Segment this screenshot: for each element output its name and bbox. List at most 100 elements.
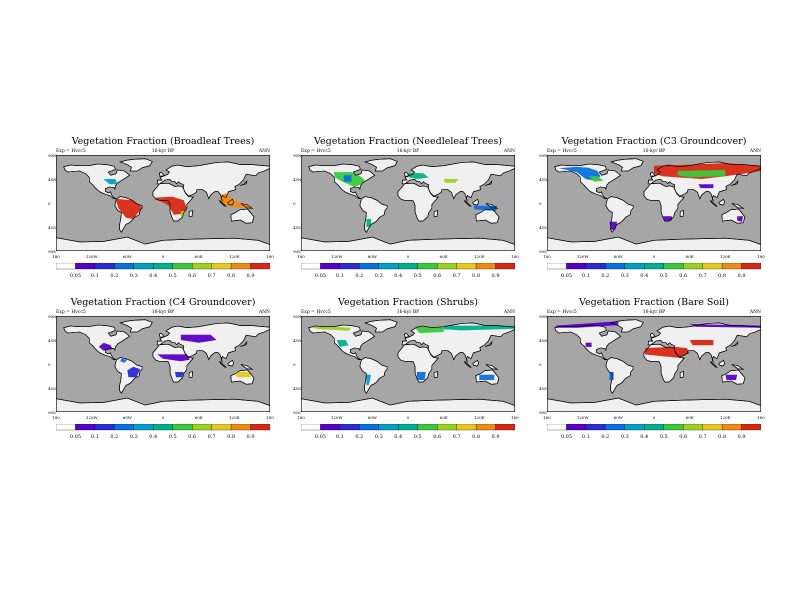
lon-label: 180 bbox=[266, 415, 274, 420]
coastline bbox=[227, 198, 235, 206]
colorbar-swatch bbox=[230, 263, 251, 270]
lon-label: 60E bbox=[439, 254, 448, 259]
coastline bbox=[485, 364, 499, 370]
colorbar-label: 0.4 bbox=[640, 434, 649, 440]
coastline bbox=[718, 359, 726, 367]
lon-label: 180 bbox=[297, 415, 305, 420]
colorbar-swatch bbox=[663, 424, 684, 431]
colorbar-swatch bbox=[339, 263, 360, 270]
colorbar-label: 0.3 bbox=[620, 434, 629, 440]
coastline bbox=[397, 343, 439, 383]
lon-label: 120E bbox=[474, 415, 485, 420]
season-label: ANN bbox=[503, 310, 515, 315]
coastline bbox=[188, 210, 194, 217]
map-panel-c4: Vegetation Fraction (C4 Groundcover) Exp … bbox=[48, 297, 274, 458]
lon-label: 60E bbox=[194, 254, 203, 259]
lon-label: 0 bbox=[161, 415, 165, 420]
colorbar-swatch bbox=[359, 263, 379, 270]
colorbar-swatch bbox=[566, 263, 587, 270]
vegetation-patch bbox=[585, 342, 592, 347]
coastline bbox=[475, 208, 500, 224]
panel-title: Vegetation Fraction (Needleleaf Trees) bbox=[314, 136, 502, 147]
lon-label: 0 bbox=[161, 254, 165, 259]
coastline bbox=[605, 357, 634, 394]
colorbar bbox=[301, 424, 515, 431]
map-frame bbox=[547, 316, 761, 412]
coastline bbox=[610, 158, 644, 172]
coastline bbox=[731, 364, 745, 370]
colorbar-swatch bbox=[133, 424, 154, 431]
vegetation-patch bbox=[473, 205, 498, 211]
colorbar-label: 0.05 bbox=[560, 434, 573, 440]
colorbar-label: 0.05 bbox=[314, 273, 327, 279]
lat-label: 45N bbox=[48, 177, 57, 182]
colorbar-label: 0.9 bbox=[737, 273, 746, 279]
colorbar bbox=[301, 263, 515, 270]
colorbar-swatch bbox=[339, 424, 360, 431]
period-label: 16-kyr BP bbox=[642, 310, 666, 315]
lat-label: 90S bbox=[539, 410, 547, 415]
coastline bbox=[679, 210, 685, 217]
colorbar-swatch bbox=[683, 263, 703, 270]
vegetation-patch bbox=[443, 325, 515, 331]
colorbar-label: 0.6 bbox=[433, 273, 442, 279]
lat-label: 0 bbox=[539, 201, 542, 206]
lat-label: 45S bbox=[293, 386, 301, 391]
experiment-label: Exp = Hvcc5 bbox=[56, 310, 86, 315]
coastline bbox=[485, 203, 499, 209]
map-frame bbox=[547, 155, 761, 251]
coastline bbox=[156, 322, 270, 363]
colorbar-swatch bbox=[585, 424, 606, 431]
vegetation-patch bbox=[366, 374, 372, 386]
vegetation-patch bbox=[588, 176, 604, 182]
coastline bbox=[364, 158, 398, 172]
colorbar-swatch bbox=[94, 424, 115, 431]
vegetation-patch bbox=[645, 346, 690, 358]
season-label: ANN bbox=[258, 310, 270, 315]
map-frame bbox=[56, 155, 270, 251]
lat-label: 90S bbox=[539, 249, 547, 254]
experiment-label: Exp = Hvcc5 bbox=[301, 149, 331, 154]
coastline bbox=[230, 369, 255, 385]
colorbar-label: 0.2 bbox=[601, 273, 610, 279]
lon-label: 180 bbox=[297, 254, 305, 259]
colorbar-swatch bbox=[56, 424, 76, 431]
lon-label: 120W bbox=[576, 254, 589, 259]
colorbar-label: 0.5 bbox=[659, 434, 668, 440]
colorbar-swatch bbox=[172, 424, 193, 431]
colorbar-swatch bbox=[320, 424, 341, 431]
lat-label: 45N bbox=[48, 338, 57, 343]
colorbar-swatch bbox=[56, 263, 76, 270]
colorbar-label: 0.3 bbox=[129, 273, 138, 279]
lat-label: 90N bbox=[539, 153, 548, 158]
vegetation-patch bbox=[154, 196, 187, 215]
period-label: 16-kyr BP bbox=[396, 310, 420, 315]
colorbar-swatch bbox=[230, 424, 251, 431]
lon-label: 0 bbox=[406, 254, 410, 259]
colorbar-swatch bbox=[133, 263, 154, 270]
lon-label: 0 bbox=[652, 254, 656, 259]
colorbar-swatch bbox=[437, 424, 457, 431]
colorbar-label: 0.2 bbox=[601, 434, 610, 440]
colorbar-label: 0.6 bbox=[679, 273, 688, 279]
colorbar-label: 0.2 bbox=[110, 434, 119, 440]
colorbar-label: 0.05 bbox=[69, 434, 82, 440]
colorbar-swatch bbox=[398, 424, 418, 431]
coastline bbox=[404, 171, 410, 177]
season-label: ANN bbox=[503, 149, 515, 154]
colorbar-label: 0.2 bbox=[355, 273, 364, 279]
colorbar-label: 0.05 bbox=[314, 434, 327, 440]
panel-title: Vegetation Fraction (Bare Soil) bbox=[579, 297, 729, 308]
colorbar-label: 0.8 bbox=[227, 434, 236, 440]
vegetation-patch bbox=[127, 366, 141, 378]
colorbar-label: 0.4 bbox=[149, 273, 158, 279]
colorbar-label: 0.6 bbox=[679, 434, 688, 440]
coastline bbox=[643, 182, 685, 222]
coastline bbox=[647, 161, 761, 202]
vegetation-patch bbox=[309, 326, 352, 331]
colorbar-swatch bbox=[644, 424, 664, 431]
colorbar-swatch bbox=[301, 263, 321, 270]
colorbar-label: 0.1 bbox=[335, 273, 344, 279]
lon-label: 120W bbox=[330, 415, 343, 420]
lon-label: 180 bbox=[543, 415, 551, 420]
